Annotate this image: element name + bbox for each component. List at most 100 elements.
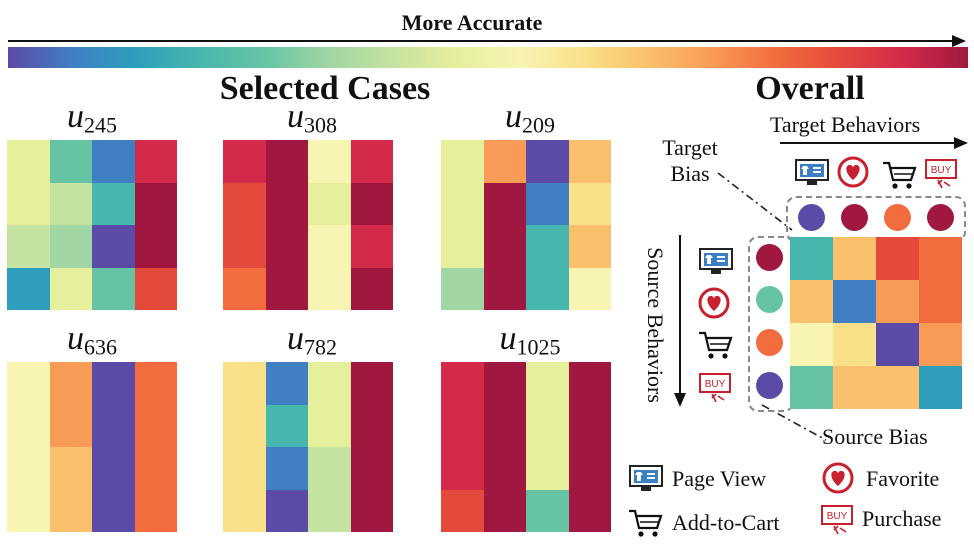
heat-cell-r1-c0	[441, 182, 484, 225]
heat-cell-r0-c0	[7, 140, 50, 183]
legend-purchase-label: Purchase	[862, 506, 942, 531]
heat-cell-r3-c1	[265, 267, 308, 310]
case-title-u636: u636	[67, 320, 117, 360]
source-bias-dot-purchase	[756, 372, 783, 399]
target-behaviors-label: Target Behaviors	[770, 112, 921, 137]
case-title-u308: u308	[287, 98, 337, 138]
heat-cell-r3-c1	[833, 366, 876, 409]
heat-cell-r3-c0	[223, 489, 266, 532]
heat-cell-r2-c3	[350, 447, 393, 490]
heat-cell-r3-c2	[876, 366, 919, 409]
heat-cell-r0-c2	[308, 140, 351, 183]
heat-cell-r3-c2	[308, 489, 351, 532]
heat-cell-r1-c2	[92, 404, 135, 447]
target-favorite-icon	[837, 156, 873, 188]
heatmap-u782	[223, 362, 393, 532]
heat-cell-r1-c0	[223, 404, 266, 447]
overall-title: Overall	[755, 70, 865, 107]
heatmap-u636	[7, 362, 177, 532]
heat-cell-r1-c3	[134, 182, 177, 225]
heat-cell-r3-c0	[7, 267, 50, 310]
heatmap-overall	[790, 237, 962, 409]
heat-cell-r3-c1	[265, 489, 308, 532]
heat-cell-r1-c0	[7, 404, 50, 447]
heat-cell-r0-c0	[441, 362, 484, 405]
source-favorite-icon	[698, 287, 734, 319]
heat-cell-r3-c0	[223, 267, 266, 310]
heat-cell-r2-c2	[308, 225, 351, 268]
heat-cell-r2-c2	[92, 225, 135, 268]
source-bias-dot-add-to-cart	[756, 329, 783, 356]
heat-cell-r0-c0	[223, 362, 266, 405]
case-title-u1025: u1025	[499, 320, 561, 360]
heatmap-u245	[7, 140, 177, 310]
legend-add-to-cart-icon	[628, 508, 664, 540]
heat-cell-r3-c0	[7, 489, 50, 532]
heat-cell-r0-c1	[49, 362, 92, 405]
source-bias-dot-page-view	[756, 244, 783, 271]
legend-add-to-cart-label: Add-to-Cart	[672, 510, 780, 535]
target-bias-dot-purchase	[927, 204, 954, 231]
heat-cell-r3-c2	[92, 489, 135, 532]
target-bias-dot-favorite	[841, 204, 868, 231]
target-bias-dot-page-view	[798, 204, 825, 231]
heat-cell-r0-c1	[483, 140, 526, 183]
heat-cell-r0-c0	[441, 140, 484, 183]
legend-page-view-icon	[628, 462, 664, 494]
heat-cell-r1-c0	[441, 404, 484, 447]
heat-cell-r3-c0	[790, 366, 833, 409]
legend-purchase-icon: BUY	[820, 504, 856, 536]
legend-page-view-label: Page View	[672, 466, 767, 491]
heat-cell-r2-c1	[483, 447, 526, 490]
target-bias-dot-add-to-cart	[884, 204, 911, 231]
heat-cell-r1-c2	[526, 404, 569, 447]
heat-cell-r0-c2	[526, 140, 569, 183]
source-page-view-icon	[698, 245, 734, 277]
heat-cell-r2-c2	[92, 447, 135, 490]
heat-cell-r3-c2	[92, 267, 135, 310]
heat-cell-r2-c2	[526, 225, 569, 268]
heat-cell-r3-c1	[483, 489, 526, 532]
heat-cell-r2-c0	[441, 447, 484, 490]
accuracy-scale-title: More Accurate	[401, 10, 543, 35]
legend-favorite-label: Favorite	[866, 466, 940, 491]
heat-cell-r0-c3	[919, 237, 962, 280]
heat-cell-r0-c2	[876, 237, 919, 280]
heat-cell-r2-c2	[308, 447, 351, 490]
heat-cell-r2-c0	[223, 225, 266, 268]
case-title-u209: u209	[505, 98, 555, 138]
heat-cell-r0-c3	[350, 140, 393, 183]
heat-cell-r3-c3	[350, 267, 393, 310]
heat-cell-r2-c3	[919, 323, 962, 366]
heat-cell-r2-c1	[265, 447, 308, 490]
heat-cell-r0-c3	[134, 140, 177, 183]
heat-cell-r1-c1	[49, 404, 92, 447]
heat-cell-r0-c1	[483, 362, 526, 405]
heat-cell-r1-c3	[568, 404, 611, 447]
legend-favorite-icon	[822, 462, 858, 494]
heat-cell-r3-c2	[526, 489, 569, 532]
heat-cell-r1-c2	[308, 404, 351, 447]
heat-cell-r3-c2	[526, 267, 569, 310]
target-page-view-icon	[794, 156, 830, 188]
heat-cell-r2-c1	[265, 225, 308, 268]
heat-cell-r3-c0	[441, 267, 484, 310]
heat-cell-r2-c0	[7, 225, 50, 268]
heat-cell-r1-c3	[134, 404, 177, 447]
purchase-buy-text: BUY	[705, 379, 726, 390]
heat-cell-r0-c0	[790, 237, 833, 280]
source-bias-dot-favorite	[756, 286, 783, 313]
heatmap-u308	[223, 140, 393, 310]
heat-cell-r1-c2	[92, 182, 135, 225]
heat-cell-r1-c1	[49, 182, 92, 225]
case-title-u782: u782	[287, 320, 337, 360]
source-bias-label: Source Bias	[822, 424, 928, 449]
heat-cell-r1-c1	[483, 182, 526, 225]
heat-cell-r3-c1	[49, 267, 92, 310]
source-behaviors-arrow	[674, 235, 686, 407]
heat-cell-r3-c3	[919, 366, 962, 409]
heat-cell-r2-c0	[223, 447, 266, 490]
heat-cell-r1-c1	[265, 404, 308, 447]
target-bias-label: Target Bias	[662, 135, 718, 186]
heat-cell-r0-c2	[92, 362, 135, 405]
